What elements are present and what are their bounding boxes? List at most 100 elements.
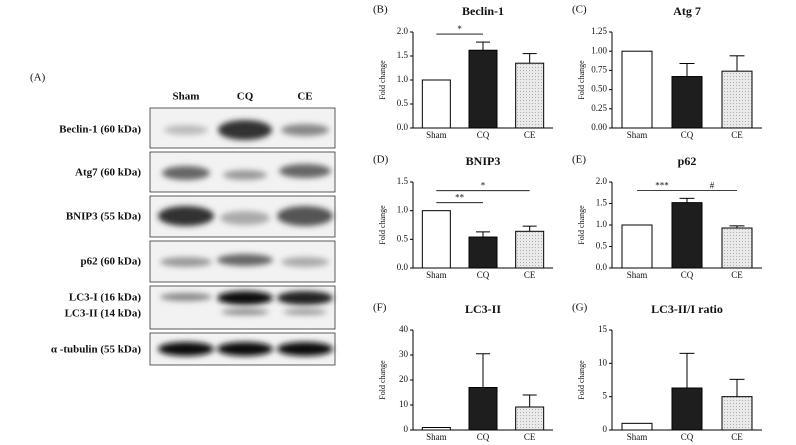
y-tick-label: 0.0	[596, 262, 608, 272]
chart-title: Atg 7	[673, 4, 701, 18]
row-label: LC3-I (16 kDa)	[69, 292, 141, 304]
y-tick-label: 1.25	[591, 26, 607, 36]
y-tick-label: 20	[399, 374, 409, 384]
bar	[515, 62, 545, 129]
bar	[621, 50, 653, 129]
y-tick-label: 15	[598, 324, 608, 334]
bar	[671, 76, 703, 129]
y-tick-label: 0	[603, 424, 608, 434]
significance-label: **	[455, 193, 465, 203]
x-tick-label: Sham	[426, 432, 447, 442]
panel-label: (G)	[572, 302, 588, 314]
bar	[515, 406, 545, 431]
x-tick-label: CE	[524, 270, 536, 280]
y-tick-label: 1.5	[397, 176, 409, 186]
y-axis-label: Fold change	[378, 205, 387, 245]
x-tick-label: Sham	[426, 130, 447, 140]
x-tick-label: Sham	[627, 432, 648, 442]
row-label: LC3-II (14 kDa)	[65, 308, 142, 320]
bar	[721, 70, 753, 129]
y-tick-label: 30	[399, 349, 409, 359]
row-label: BNIP3 (55 kDa)	[66, 211, 142, 223]
chart-title: LC3-II	[465, 302, 501, 316]
bar	[721, 227, 753, 269]
significance-label: ***	[655, 180, 669, 190]
bar	[671, 387, 703, 431]
bar	[468, 387, 498, 431]
chart-title: p62	[678, 154, 697, 168]
significance-label: *	[457, 24, 462, 34]
y-axis-label: Fold change	[378, 60, 387, 100]
bar	[421, 210, 451, 269]
x-tick-label: Sham	[627, 270, 648, 280]
western-blot: (A) Sham CQ CE Beclin-1 (60 kDa) Atg7 (6…	[30, 72, 336, 366]
x-tick-label: Sham	[627, 130, 648, 140]
chart-title: Beclin-1	[462, 4, 504, 18]
y-tick-label: 2.0	[397, 26, 409, 36]
column-label: CQ	[237, 91, 254, 103]
panel-label: (B)	[373, 4, 388, 16]
bar	[621, 224, 653, 269]
x-tick-label: CE	[731, 432, 743, 442]
x-tick-label: CQ	[681, 270, 694, 280]
panel-label: (D)	[373, 154, 389, 166]
y-tick-label: 1.0	[596, 219, 608, 229]
y-tick-label: 0.5	[397, 98, 409, 108]
x-tick-label: CE	[524, 130, 536, 140]
y-tick-label: 10	[399, 399, 409, 409]
bar	[468, 49, 498, 129]
x-tick-label: CE	[731, 270, 743, 280]
y-tick-label: 1.5	[397, 50, 409, 60]
chart-title: BNIP3	[466, 154, 501, 168]
x-tick-label: Sham	[426, 270, 447, 280]
y-tick-label: 0.0	[397, 122, 409, 132]
significance-label: *	[481, 181, 486, 191]
x-tick-label: CQ	[681, 432, 694, 442]
y-tick-label: 1.0	[397, 205, 409, 215]
bar	[621, 422, 653, 431]
row-label: Beclin-1 (60 kDa)	[59, 124, 141, 136]
y-tick-label: 0.50	[591, 84, 607, 94]
chart-title: LC3-II/I ratio	[651, 302, 723, 316]
y-axis-label: Fold change	[577, 60, 586, 100]
panel-label: (F)	[373, 302, 387, 314]
row-label: p62 (60 kDa)	[80, 256, 141, 268]
y-axis-label: Fold change	[577, 360, 586, 400]
bar	[671, 202, 703, 269]
panel-label: (A)	[30, 72, 46, 84]
y-axis-label: Fold change	[577, 205, 586, 245]
y-tick-label: 0.5	[397, 233, 409, 243]
bar	[421, 427, 451, 431]
column-label: CE	[297, 91, 312, 103]
y-tick-label: 0.00	[591, 122, 607, 132]
y-tick-label: 0.75	[591, 64, 607, 74]
y-tick-label: 10	[598, 357, 608, 367]
y-tick-label: 0.5	[596, 241, 608, 251]
row-label: Atg7 (60 kDa)	[75, 167, 141, 179]
panel-label: (E)	[572, 154, 586, 166]
y-tick-label: 1.00	[591, 45, 607, 55]
panel-label: (C)	[572, 4, 587, 16]
y-tick-label: 40	[399, 324, 409, 334]
x-tick-label: CE	[524, 432, 536, 442]
x-tick-label: CQ	[681, 130, 694, 140]
significance-label: #	[710, 180, 715, 190]
bands	[158, 120, 333, 356]
bar	[721, 396, 753, 431]
x-tick-label: CQ	[477, 130, 490, 140]
bar	[421, 79, 451, 129]
row-label: α -tubulin (55 kDa)	[51, 344, 142, 356]
y-tick-label: 0	[404, 424, 409, 434]
bar	[515, 230, 545, 269]
x-tick-label: CE	[731, 130, 743, 140]
x-tick-label: CQ	[477, 432, 490, 442]
y-tick-label: 1.0	[397, 74, 409, 84]
column-label: Sham	[173, 91, 200, 103]
y-tick-label: 5	[603, 391, 608, 401]
y-tick-label: 0.0	[397, 262, 409, 272]
y-tick-label: 2.0	[596, 176, 608, 186]
y-tick-label: 1.5	[596, 198, 608, 208]
y-tick-label: 0.25	[591, 103, 607, 113]
bar	[468, 236, 498, 269]
